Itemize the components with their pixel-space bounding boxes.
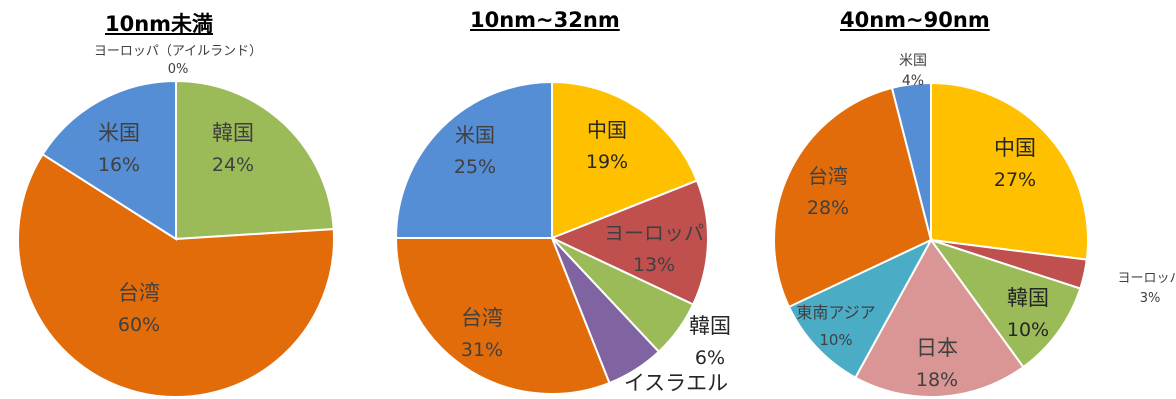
slice-label-2-2: 韓国 xyxy=(1007,286,1049,310)
slice-label-2-5: 台湾 xyxy=(808,164,848,188)
slice-value-0-1: 24% xyxy=(212,154,254,176)
slice-value-2-3: 18% xyxy=(916,369,958,391)
slice-value-2-1: 3% xyxy=(1140,291,1161,306)
pie-slice-1-5 xyxy=(394,80,553,239)
pie-slice-2-5 xyxy=(773,86,933,309)
slice-value-0-2: 60% xyxy=(118,314,160,336)
slice-label-2-3: 日本 xyxy=(916,336,958,360)
pie-chart-40nm-90nm: 40nm~90nm 中国 27% ヨーロッパ 3% 韓国 10% 日本 18% 東南アジア 10%… xyxy=(760,0,1176,399)
slice-value-2-4: 10% xyxy=(819,331,852,349)
chart-title: 40nm~90nm xyxy=(840,8,990,32)
slice-value-2-6: 4% xyxy=(902,73,924,89)
pie-slice-1-1 xyxy=(549,179,709,306)
pie-slice-2-0 xyxy=(930,81,1089,261)
slice-label-1-0: 中国 xyxy=(587,118,627,142)
slice-label-2-1: ヨーロッパ xyxy=(1117,271,1176,286)
slice-label-2-6: 米国 xyxy=(899,53,927,69)
slice-value-2-0: 27% xyxy=(994,169,1036,191)
slice-value-1-1: 13% xyxy=(633,254,675,276)
pie-slice-2-2 xyxy=(928,238,1082,369)
pie-slice-1-0 xyxy=(551,80,699,240)
chart-title: 10nm~32nm xyxy=(470,8,620,32)
pie-svg: 中国 27% ヨーロッパ 3% 韓国 10% 日本 18% 東南アジア 10% 台湾 28% 米国 4% xyxy=(773,53,1176,398)
pie-svg: ヨーロッパ（アイルランド） 0% 韓国 24% 台湾 60% 米国 16% xyxy=(17,44,335,398)
pie-slice-2-4 xyxy=(787,237,934,379)
slice-label-1-4: 台湾 xyxy=(461,306,503,330)
slice-label-0-3: 米国 xyxy=(98,121,140,145)
pie-chart-under-10nm: 10nm未満 ヨーロッパ（アイルランド） 0% 韓国 24% 台湾 60% 米国 16% xyxy=(0,0,360,399)
pie-slice-2-6 xyxy=(890,81,932,241)
slice-value-1-4: 31% xyxy=(461,339,503,361)
slice-label-1-1: ヨーロッパ xyxy=(604,221,704,245)
pie-slice-0-3 xyxy=(41,79,177,241)
slice-value-0-0: 0% xyxy=(168,62,189,77)
pie-slice-2-3 xyxy=(854,238,1025,398)
pie-svg: 中国 19% ヨーロッパ 13% 韓国 6%イスラエル 台湾 31% 米国 25% xyxy=(394,80,731,395)
slice-value-2-5: 28% xyxy=(807,197,849,219)
slice-label-1-2: 韓国 xyxy=(689,314,731,338)
pie-slice-0-1 xyxy=(175,79,335,241)
pie-chart-10nm-32nm: 10nm~32nm 中国 19% ヨーロッパ 13% 韓国 6% イスラエル 台湾 31% 米国 2… xyxy=(380,0,740,399)
slice-label-1-3: イスラエル xyxy=(624,371,728,395)
slice-label-0-2: 台湾 xyxy=(118,281,160,305)
slice-label-0-1: 韓国 xyxy=(212,121,254,145)
slice-value-1-0: 19% xyxy=(586,151,628,173)
slice-value-2-2: 10% xyxy=(1007,319,1049,341)
slice-value-1-2: 6% xyxy=(695,347,725,369)
pie-slice-1-4 xyxy=(394,237,611,395)
slice-value-1-5: 25% xyxy=(454,156,496,178)
chart-title: 10nm未満 xyxy=(105,12,214,36)
pie-slice-0-2 xyxy=(17,152,335,398)
slice-label-1-5: 米国 xyxy=(455,123,495,147)
slice-label-2-0: 中国 xyxy=(994,136,1036,160)
slice-value-0-3: 16% xyxy=(98,154,140,176)
slice-label-2-4: 東南アジア xyxy=(796,303,875,322)
slice-label-0-0: ヨーロッパ（アイルランド） xyxy=(94,44,262,59)
